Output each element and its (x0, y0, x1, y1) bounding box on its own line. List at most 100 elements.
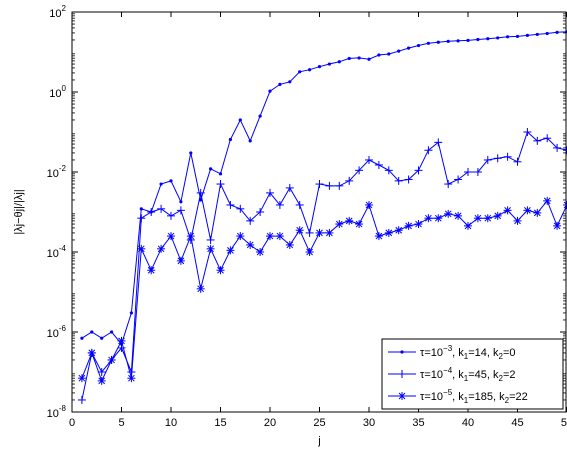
data-point-dot (407, 46, 411, 50)
data-point-dot (278, 82, 282, 86)
data-point-plus (167, 211, 175, 220)
data-point-star (87, 348, 96, 357)
data-point-dot (515, 34, 520, 39)
data-point-star (533, 208, 542, 217)
data-point-plus (206, 235, 215, 244)
y-axis-label: |λj−θj|/|λj| (13, 189, 25, 234)
data-point-plus (345, 176, 354, 185)
y-tick-label: 10-2 (47, 164, 67, 180)
data-point-star (226, 246, 235, 255)
legend-item: τ=10−4, k1=45, k2=2 (388, 366, 516, 383)
data-point-plus (424, 146, 433, 155)
data-point-dot (466, 38, 470, 42)
data-point-dot (416, 43, 421, 48)
data-point-star (196, 284, 205, 293)
y-tick-label: 10-6 (47, 324, 67, 340)
data-point-plus (404, 175, 413, 184)
y-tick-exponent: -2 (59, 164, 67, 173)
data-point-star (186, 232, 195, 241)
data-point-dot (228, 137, 232, 142)
data-point-dot (189, 151, 193, 155)
legend-label-part: =0 (503, 347, 516, 359)
legend-label-part: τ=10 (420, 369, 443, 381)
data-point-star (266, 232, 274, 241)
data-point-star (384, 228, 393, 237)
data-point-star (107, 355, 116, 364)
y-tick-label: 102 (49, 4, 66, 20)
data-point-dot (347, 56, 351, 61)
data-point-star (315, 228, 324, 237)
data-point-star (365, 200, 373, 209)
data-point-star (216, 266, 225, 275)
data-point-dot (496, 36, 500, 40)
data-point-dot (456, 39, 460, 43)
data-point-dot (327, 62, 331, 66)
legend-label-part: 1 (464, 374, 469, 383)
data-point-plus (493, 154, 502, 163)
data-point-dot (387, 52, 391, 56)
data-point-plus (533, 136, 542, 145)
data-point-plus (384, 166, 393, 175)
legend-label-part: =2 (503, 369, 516, 381)
data-point-dot (209, 167, 213, 171)
data-point-plus (454, 175, 463, 184)
data-point-dot (436, 40, 440, 44)
y-tick-base: 10 (47, 408, 59, 420)
data-point-dot (545, 31, 549, 36)
data-point-dot (268, 89, 272, 93)
data-point-dot (426, 41, 430, 45)
legend-label-part: 1 (464, 396, 469, 405)
legend-label-part: τ=10 (420, 347, 443, 359)
y-tick-base: 10 (47, 168, 59, 180)
series-line (81, 31, 567, 346)
data-point-star (464, 221, 472, 230)
data-point-plus (473, 168, 482, 176)
data-point-star (374, 232, 383, 241)
tick-labels: 0510152025303540455010-810-610-410-21001… (47, 4, 567, 429)
legend-label-part: 2 (499, 352, 504, 361)
data-point-plus (394, 176, 403, 185)
data-point-dot (377, 53, 381, 57)
data-point-star (236, 232, 245, 241)
y-tick-exponent: 0 (62, 84, 67, 93)
data-point-dot (446, 39, 450, 43)
data-point-plus (77, 395, 86, 404)
data-point-star (553, 221, 562, 230)
data-point-star (285, 240, 294, 249)
y-tick-base: 10 (47, 248, 59, 260)
data-point-plus (315, 180, 324, 189)
data-point-dot (367, 57, 371, 61)
data-point-plus (176, 206, 185, 215)
data-point-star (335, 220, 344, 229)
data-point-dot (159, 182, 163, 186)
data-point-dot (298, 70, 302, 74)
plot-area (77, 30, 567, 404)
data-point-star (503, 206, 512, 215)
x-tick-label: 0 (69, 417, 75, 429)
legend-label-part: =14, k (468, 347, 499, 359)
y-tick-exponent: -6 (59, 324, 67, 333)
data-point-dot (179, 200, 183, 204)
y-tick-label: 10-8 (47, 404, 67, 420)
data-point-plus (147, 208, 156, 216)
data-point-plus (464, 168, 472, 176)
data-point-star (444, 209, 453, 218)
y-tick-exponent: -4 (59, 244, 67, 253)
data-point-plus (374, 160, 383, 169)
data-point-plus (196, 188, 205, 197)
x-tick-label: 20 (264, 417, 276, 429)
data-point-star (295, 226, 304, 235)
data-point-plus (295, 200, 304, 209)
data-point-star (523, 206, 532, 215)
data-point-star (157, 244, 166, 253)
data-point-plus (414, 166, 423, 175)
data-point-star (543, 196, 552, 205)
data-point-star (246, 240, 255, 249)
x-axis-label: j (317, 435, 320, 447)
y-tick-label: 100 (49, 84, 66, 100)
legend-label-part: , k (452, 369, 464, 381)
data-point-star (167, 232, 175, 241)
data-point-plus (523, 128, 532, 136)
data-point-plus (355, 166, 364, 175)
data-point-dot (90, 330, 94, 334)
